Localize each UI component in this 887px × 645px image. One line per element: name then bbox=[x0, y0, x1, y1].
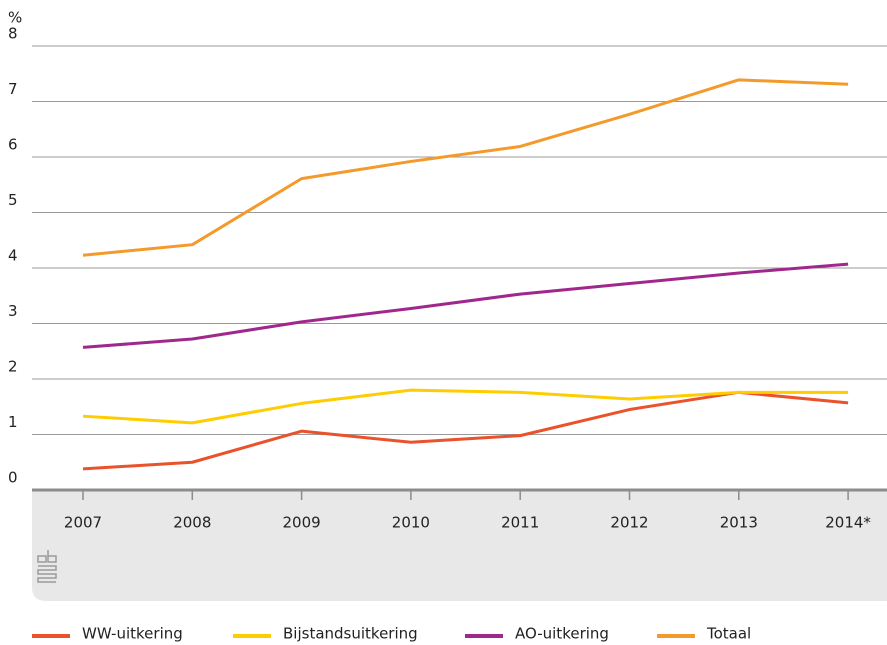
y-tick-label: 3 bbox=[8, 302, 18, 320]
legend-label: WW-uitkering bbox=[82, 625, 183, 643]
legend-label: Totaal bbox=[706, 625, 751, 643]
y-tick-label: 2 bbox=[8, 358, 18, 376]
y-tick-label: 4 bbox=[8, 247, 18, 265]
line-series bbox=[82, 390, 849, 471]
y-tick-label: 6 bbox=[8, 136, 18, 154]
y-tick-label: 5 bbox=[8, 191, 18, 209]
x-tick-label: 2009 bbox=[283, 514, 321, 532]
x-tick-label: 2008 bbox=[173, 514, 211, 532]
line-series bbox=[82, 262, 849, 349]
legend-label: AO-uitkering bbox=[515, 625, 609, 643]
x-tick-label: 2010 bbox=[392, 514, 430, 532]
y-tick-label: 8 bbox=[8, 25, 18, 43]
y-tick-label: 1 bbox=[8, 413, 18, 431]
legend-label: Bijstandsuitkering bbox=[283, 625, 418, 643]
x-tick-label: 2011 bbox=[501, 514, 539, 532]
axis-band bbox=[32, 490, 887, 601]
x-tick-label: 2014* bbox=[825, 514, 871, 532]
x-tick-label: 2007 bbox=[64, 514, 102, 532]
x-tick-label: 2013 bbox=[720, 514, 758, 532]
line-series bbox=[82, 78, 849, 257]
x-tick-label: 2012 bbox=[610, 514, 648, 532]
y-tick-label: 0 bbox=[8, 469, 18, 487]
y-tick-label: 7 bbox=[8, 80, 18, 98]
y-axis-label: % bbox=[8, 9, 22, 27]
cbs-logo bbox=[37, 550, 57, 583]
line-series bbox=[82, 388, 849, 425]
